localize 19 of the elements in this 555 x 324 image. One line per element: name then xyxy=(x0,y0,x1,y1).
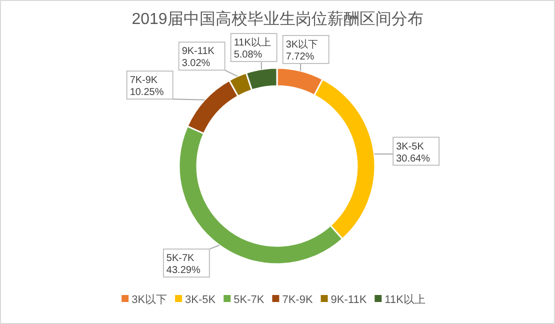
data-label: 10.25% xyxy=(130,87,164,98)
data-label: 30.64% xyxy=(396,153,430,164)
legend-label: 11K以上 xyxy=(384,293,426,306)
slice-label: 5K-7K xyxy=(166,253,195,264)
legend-label: 9K-11K xyxy=(330,294,368,306)
legend-label: 5K-7K xyxy=(234,294,265,306)
legend-label: 3K-5K xyxy=(185,294,216,306)
slice-label: 3K-5K xyxy=(396,141,424,152)
data-label: 43.29% xyxy=(166,265,200,276)
legend-label: 3K以下 xyxy=(132,293,168,306)
data-label: 7.72% xyxy=(286,52,314,63)
chart-title: 2019届中国高校毕业生岗位薪酬区间分布 xyxy=(132,10,424,28)
slice-label: 3K以下 xyxy=(286,38,318,51)
legend-label: 7K-9K xyxy=(282,294,314,306)
data-label: 5.08% xyxy=(234,50,262,61)
slice-label: 9K-11K xyxy=(182,46,215,58)
slice-label: 11K以上 xyxy=(234,36,271,49)
data-label: 3.02% xyxy=(182,58,210,70)
slice-label: 7K-9K xyxy=(130,75,158,86)
